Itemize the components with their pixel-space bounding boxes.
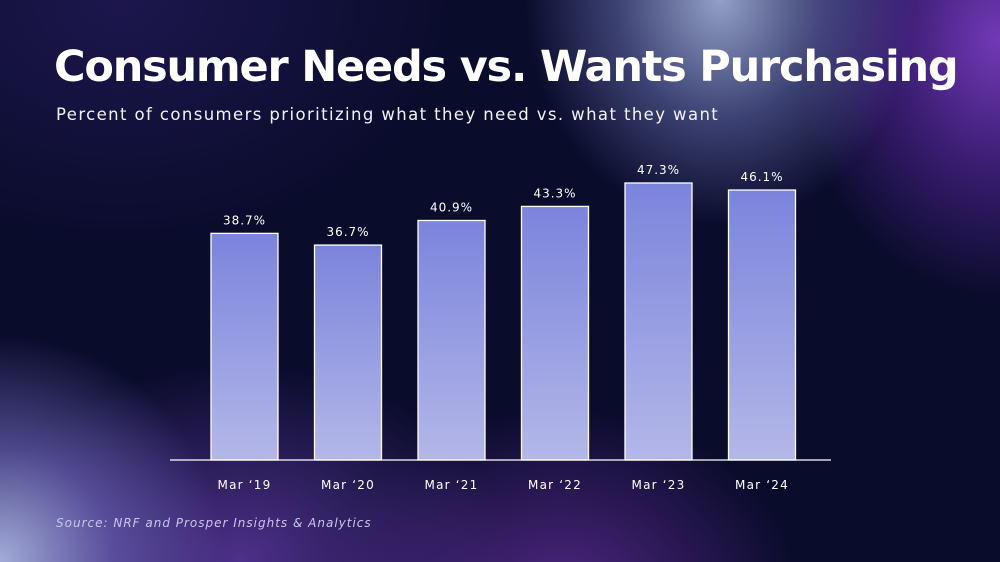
chart-subtitle: Percent of consumers prioritizing what t…: [56, 105, 720, 124]
data-label-4: 47.3%: [637, 163, 680, 177]
source-note: Source: NRF and Prosper Insights & Analy…: [56, 516, 372, 530]
bar-0: [210, 232, 279, 461]
x-tick-label-1: Mar ‘20: [321, 478, 375, 492]
x-tick-label-0: Mar ‘19: [218, 478, 272, 492]
data-label-5: 46.1%: [740, 170, 783, 184]
data-label-1: 36.7%: [326, 225, 369, 239]
bar-1: [313, 244, 383, 461]
data-label-3: 43.3%: [533, 186, 576, 200]
bar-5: [727, 189, 797, 461]
bar-4: [624, 182, 693, 461]
labels-group: 38.7% Mar ‘19 36.7% Mar ‘20 40.9% Mar ‘21 43.3…: [218, 163, 789, 492]
x-tick-label-3: Mar ‘22: [528, 478, 582, 492]
x-tick-label-2: Mar ‘21: [425, 478, 479, 492]
bars-group: [210, 182, 797, 461]
chart-title: Consumer Needs vs. Wants Purchasing: [54, 42, 959, 92]
bar-3: [520, 205, 590, 461]
data-label-2: 40.9%: [430, 200, 473, 214]
data-label-0: 38.7%: [223, 213, 266, 227]
x-tick-label-5: Mar ‘24: [735, 478, 789, 492]
bar-2: [417, 219, 486, 461]
x-tick-label-4: Mar ‘23: [632, 478, 686, 492]
